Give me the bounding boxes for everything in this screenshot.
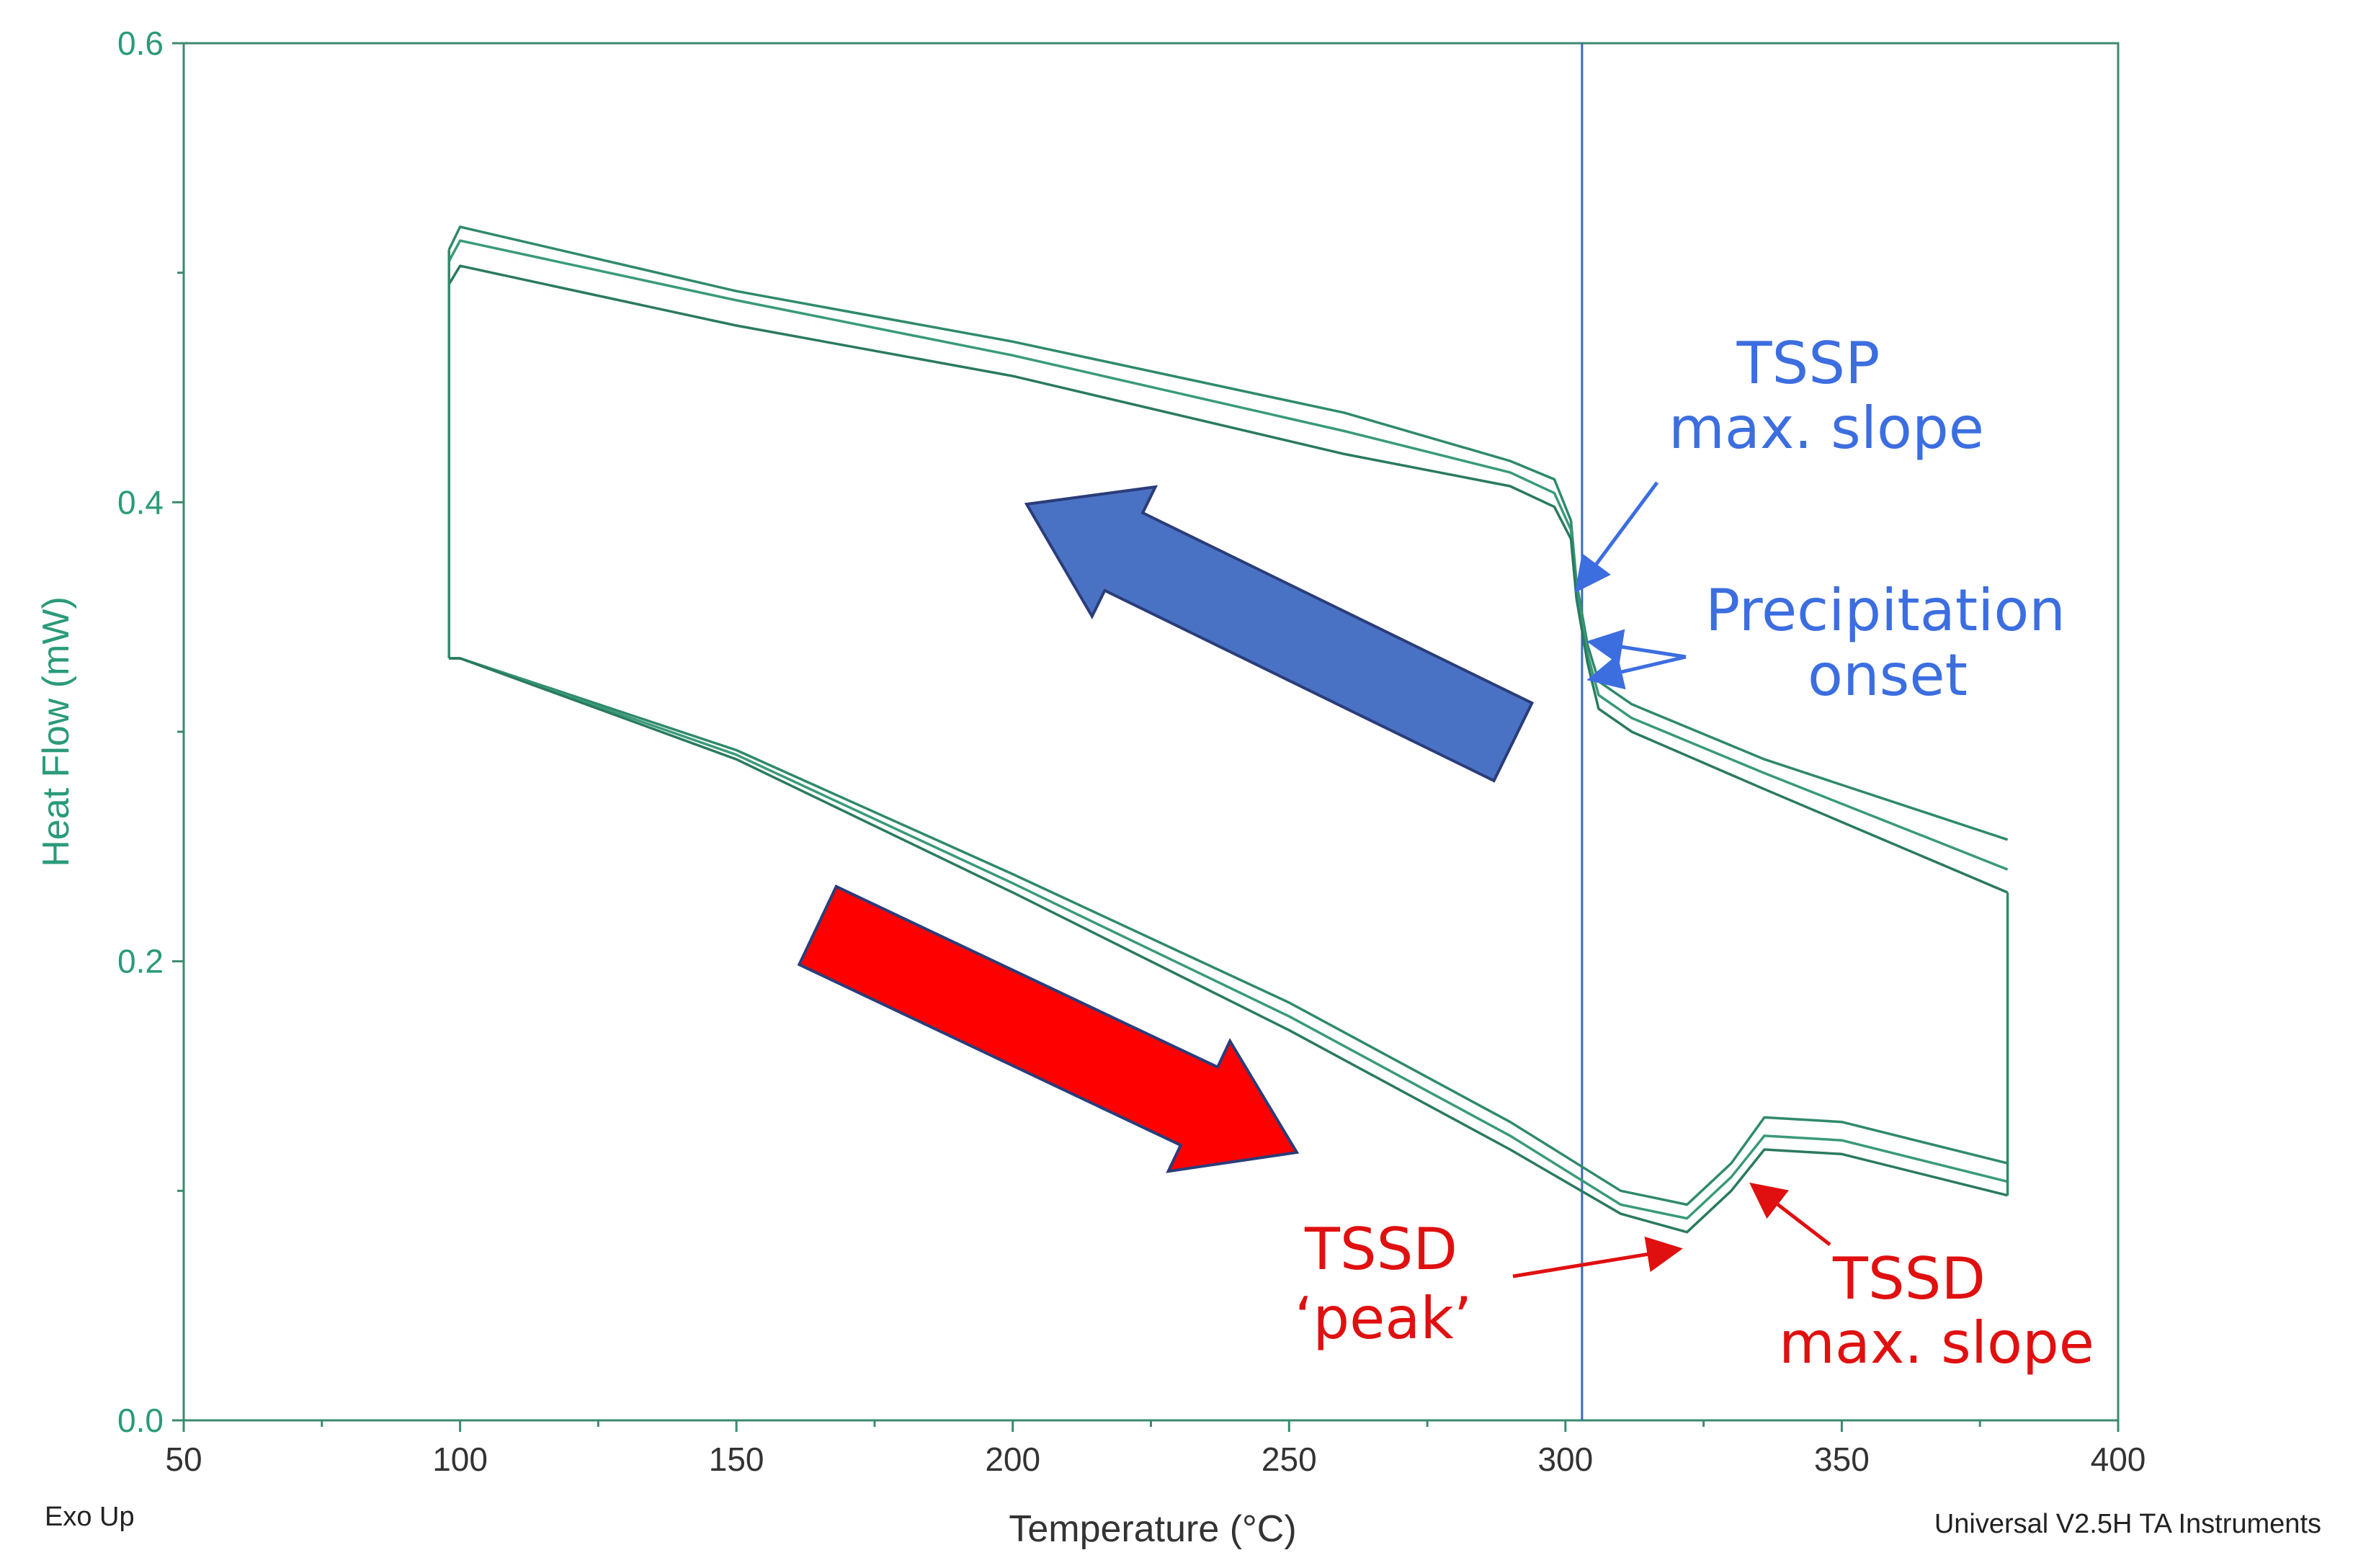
labels: 50 100 150 200 250 300 350 400 0.0 0.2 0.4 0.6 Tempe… <box>35 24 2321 1550</box>
tssd-slope-pointer <box>1749 1182 1831 1246</box>
x-tick-label: 150 <box>709 1441 764 1478</box>
x-tick-label: 350 <box>1814 1441 1870 1478</box>
heating-direction-arrow <box>797 884 1300 1173</box>
x-tick-label: 200 <box>985 1441 1040 1478</box>
annotation-tssd-slope-line-1: TSSD <box>1832 1245 1986 1312</box>
axis-ticks <box>172 42 2120 1432</box>
tssd-peak-pointer <box>1512 1236 1683 1278</box>
precip-pointer-2 <box>1586 654 1687 690</box>
plot-frame <box>182 42 2120 1422</box>
y-tick-label: 0.4 <box>117 483 164 521</box>
precip-pointer-1 <box>1586 629 1687 665</box>
footer-exo-up: Exo Up <box>45 1502 135 1532</box>
annotation-precip-line-1: Precipitation <box>1705 577 2066 644</box>
series-cooling-1 <box>447 225 2009 841</box>
plot-border <box>182 42 2120 1422</box>
x-tick-label: 400 <box>2091 1441 2146 1478</box>
x-tick-label: 300 <box>1537 1441 1593 1478</box>
tssp-pointer <box>1575 481 1659 593</box>
annotation-tssd-peak-line-1: TSSD <box>1304 1216 1457 1283</box>
annotation-tssp-line-1: TSSP <box>1736 330 1880 397</box>
series-cooling-2 <box>447 239 2009 871</box>
y-tick-label: 0.0 <box>117 1402 164 1439</box>
annotation-precip-line-2: onset <box>1808 642 1968 709</box>
direction-arrows <box>797 485 1535 1173</box>
annotation-tssp-line-2: max. slope <box>1669 395 1984 462</box>
annotation-tssd-slope-line-2: max. slope <box>1779 1309 2094 1376</box>
y-axis-title: Heat Flow (mW) <box>35 596 77 867</box>
y-tick-label: 0.6 <box>117 24 164 62</box>
x-tick-label: 100 <box>432 1441 488 1478</box>
annotation-tssd-peak-line-2: ‘peak’ <box>1295 1285 1472 1352</box>
series-cooling-3 <box>447 264 2009 894</box>
cooling-direction-arrow <box>1024 485 1535 783</box>
series-heating-2 <box>449 657 2009 1220</box>
x-axis-title: Temperature (°C) <box>1009 1508 1296 1550</box>
x-tick-label: 250 <box>1262 1441 1317 1478</box>
series-layer <box>447 225 2009 1234</box>
series-heating-3 <box>449 657 2009 1234</box>
y-tick-label: 0.2 <box>117 943 164 980</box>
series-heating-1 <box>449 657 2009 1206</box>
footer-instrument: Universal V2.5H TA Instruments <box>1934 1509 2321 1539</box>
x-tick-label: 50 <box>165 1441 202 1478</box>
